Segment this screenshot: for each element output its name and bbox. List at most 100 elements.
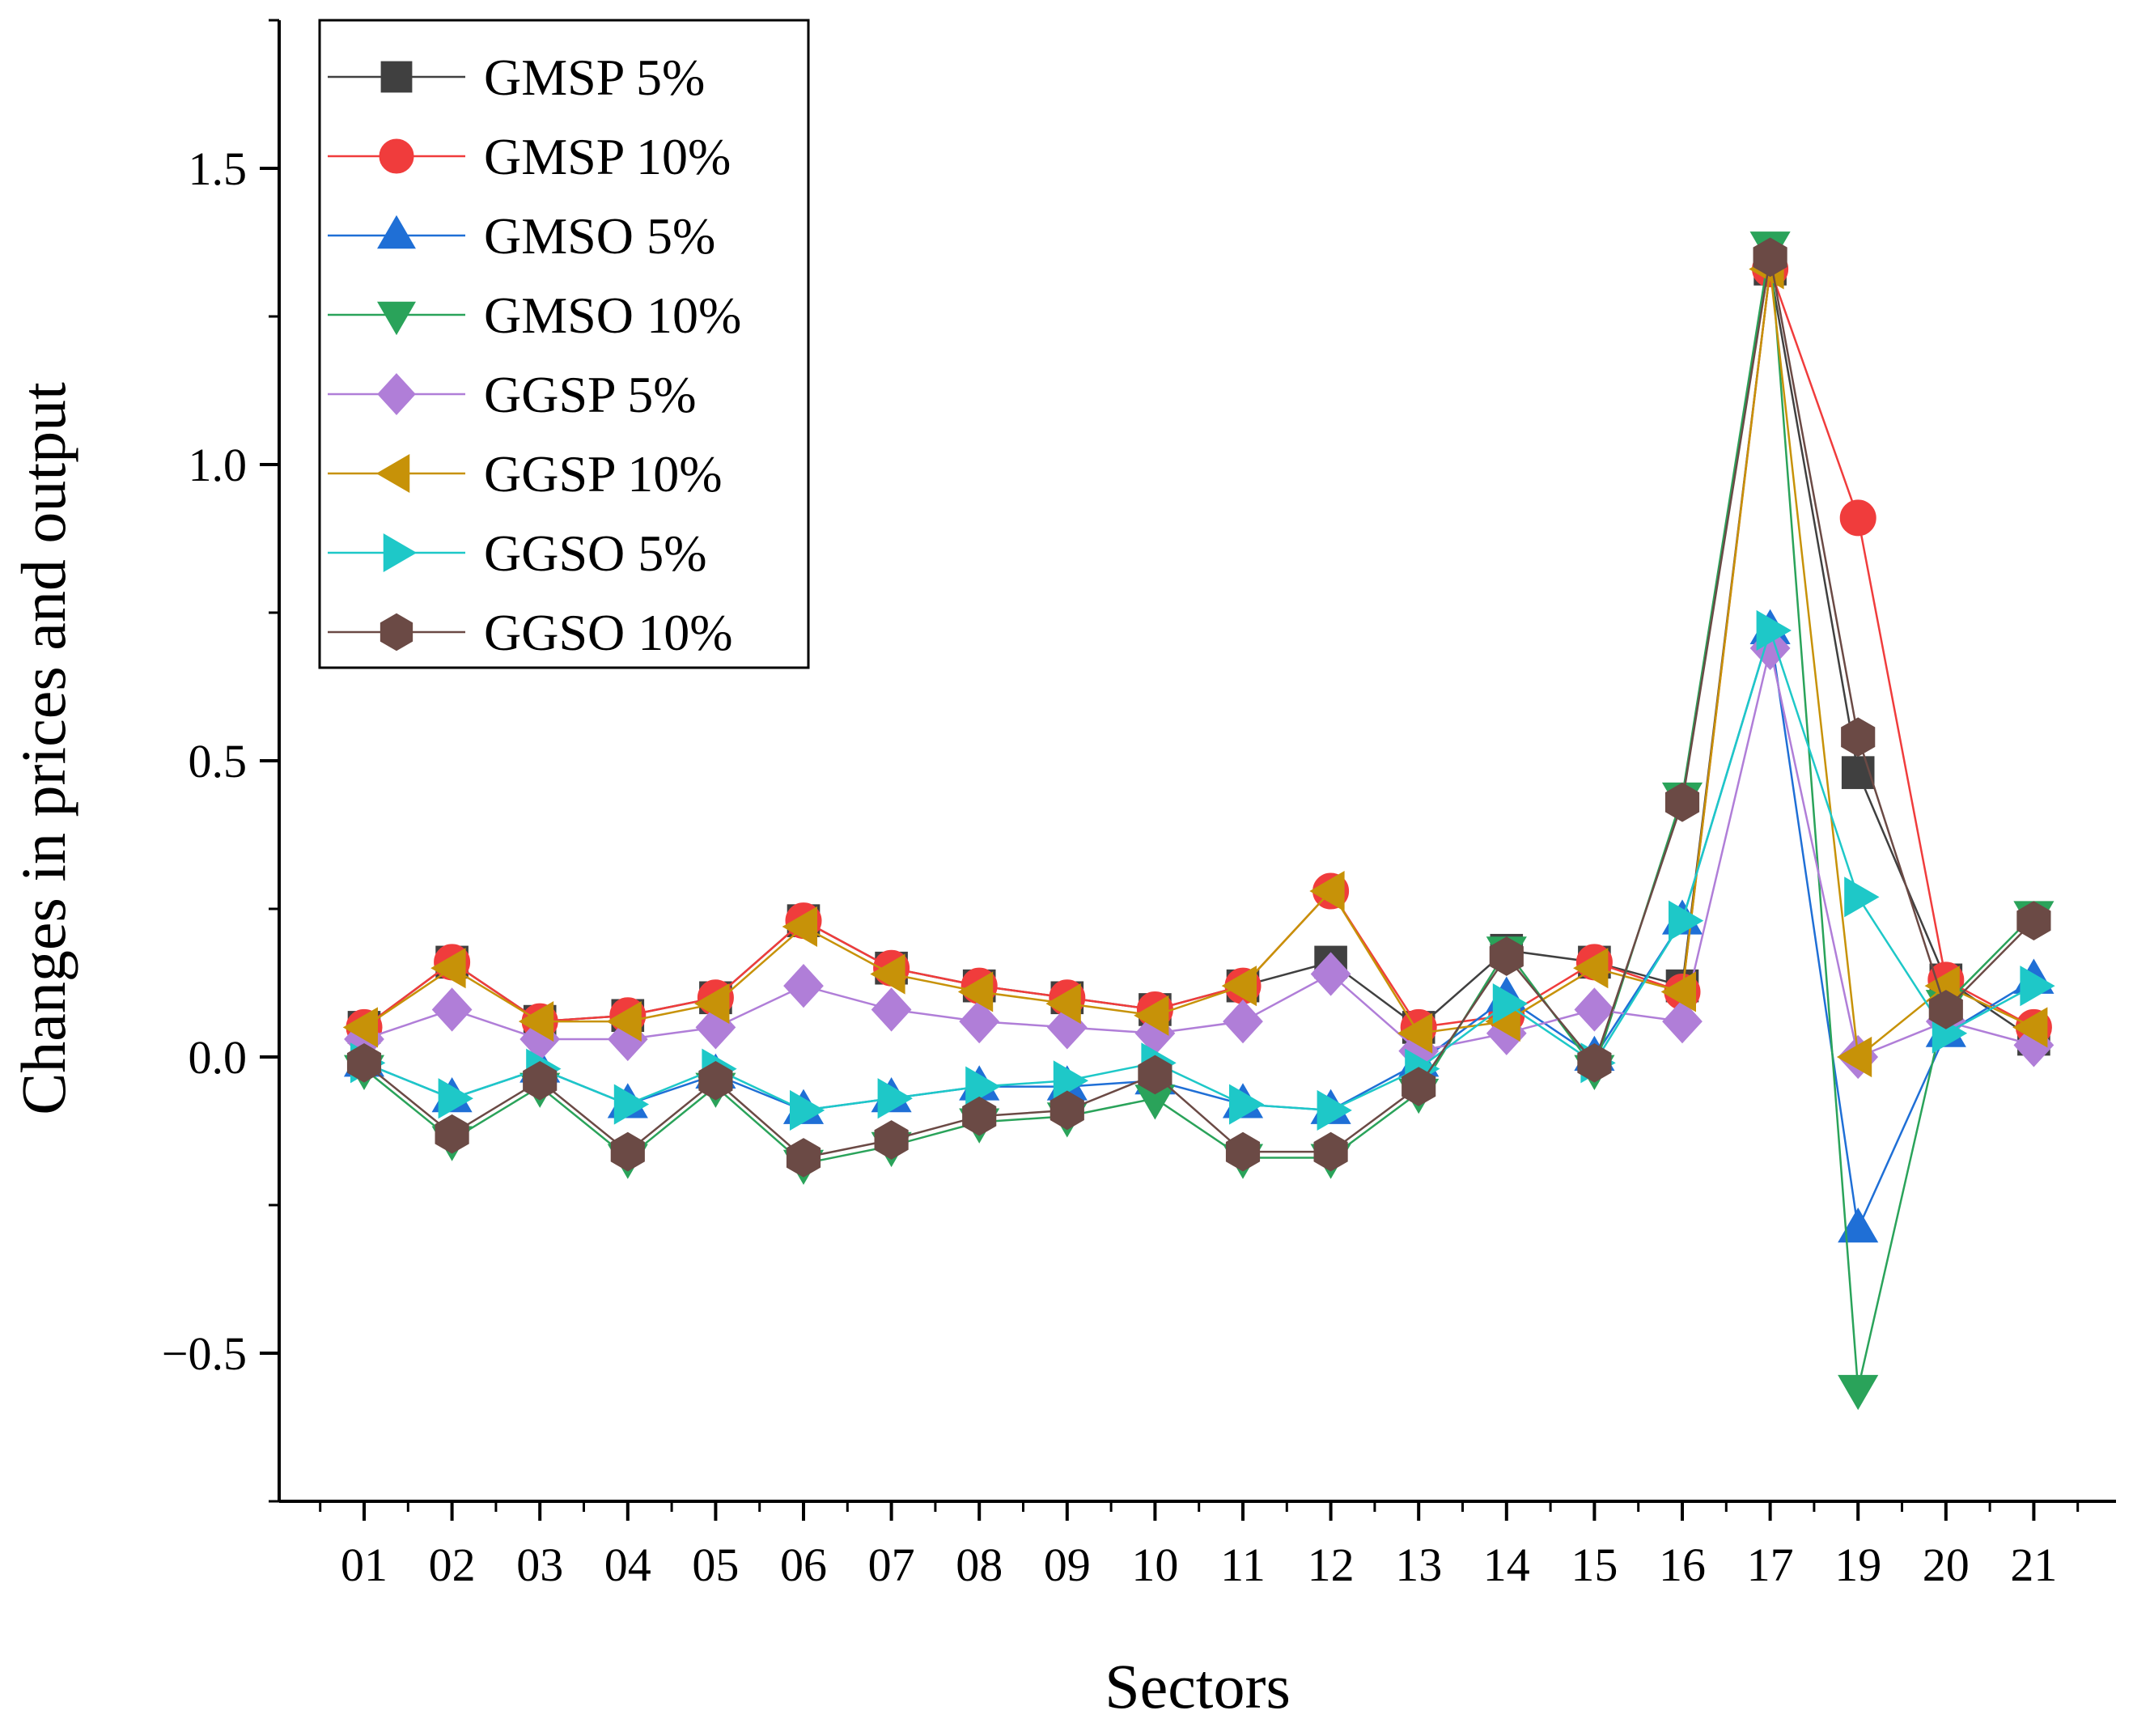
legend-marker-gmso-10pct (377, 301, 416, 336)
data-point-ggsp-10pct (957, 971, 994, 1012)
data-point-ggso-10pct (1753, 237, 1787, 278)
x-tick-label: 14 (1483, 1539, 1530, 1591)
data-point-ggso-10pct (346, 1042, 382, 1083)
data-point-ggsp-10pct (342, 1007, 378, 1048)
legend-marker-ggsp-5pct (377, 373, 416, 415)
series-line-ggsp-10pct (363, 269, 2034, 1059)
data-point-ggsp-10pct (1309, 870, 1345, 912)
x-tick-label: 10 (1131, 1539, 1178, 1591)
data-point-ggsp-10pct (518, 1001, 554, 1042)
data-point-ggso-10pct (1664, 782, 1700, 822)
legend-label-gmsp-5pct: GMSP 5% (484, 49, 705, 106)
series-ggsp-5pct (344, 626, 2055, 1080)
data-point-ggsp-5pct (871, 987, 912, 1032)
legend-label-gmso-10pct: GMSO 10% (484, 287, 741, 344)
x-tick-label: 12 (1308, 1539, 1355, 1591)
x-tick-label: 11 (1220, 1539, 1266, 1591)
data-point-ggso-10pct (1577, 1042, 1612, 1083)
x-tick-label: 06 (780, 1539, 827, 1591)
data-point-ggso-10pct (962, 1096, 997, 1136)
data-point-ggsp-10pct (782, 906, 817, 948)
x-tick-label: 17 (1747, 1539, 1794, 1591)
data-point-ggsp-5pct (1310, 952, 1351, 996)
series-line-ggsp-5pct (363, 647, 2034, 1059)
data-point-ggsp-10pct (1397, 1012, 1433, 1054)
y-tick-label: 1.5 (189, 142, 248, 195)
data-point-ggso-5pct (613, 1084, 650, 1125)
series-ggso-10pct (346, 237, 2051, 1178)
data-point-ggsp-5pct (783, 964, 824, 1008)
data-point-ggso-10pct (1138, 1055, 1173, 1095)
series-ggso-5pct (350, 609, 2055, 1131)
data-point-ggso-10pct (1225, 1131, 1261, 1172)
x-tick-label: 01 (341, 1539, 388, 1591)
data-point-ggso-10pct (435, 1114, 469, 1154)
data-point-ggso-10pct (1841, 717, 1876, 758)
data-point-ggsp-5pct (1574, 987, 1615, 1032)
legend-label-ggso-10pct: GGSO 10% (484, 604, 733, 661)
data-point-ggsp-10pct (870, 953, 905, 995)
data-point-ggso-10pct (698, 1060, 733, 1101)
data-point-ggso-10pct (874, 1120, 909, 1160)
data-point-ggso-10pct (1313, 1131, 1348, 1172)
x-tick-label: 16 (1659, 1539, 1706, 1591)
data-point-ggsp-10pct (1573, 948, 1609, 989)
legend-label-gmsp-10pct: GMSP 10% (484, 128, 731, 185)
data-point-ggsp-5pct (959, 999, 1000, 1044)
data-point-ggso-5pct (1053, 1060, 1089, 1101)
data-point-ggso-10pct (1050, 1090, 1084, 1131)
series-group (342, 231, 2055, 1411)
x-tick-label: 04 (604, 1539, 651, 1591)
data-point-ggso-5pct (1669, 900, 1704, 941)
series-line-ggso-5pct (363, 626, 2034, 1112)
data-point-ggsp-10pct (430, 948, 466, 989)
data-point-ggsp-10pct (694, 983, 730, 1025)
legend: GMSP 5% GMSP 10% GMSO 5% GMSO 10% GGSP 5% GGS… (318, 19, 810, 669)
y-tick-label: 1.0 (189, 439, 248, 491)
legend-label-gmso-5pct: GMSO 5% (484, 207, 715, 265)
x-tick-label: 08 (956, 1539, 1003, 1591)
data-point-ggso-10pct (1928, 990, 1963, 1029)
legend-label-ggsp-5pct: GGSP 5% (484, 366, 697, 423)
data-point-ggso-5pct (1492, 983, 1529, 1025)
data-point-ggsp-10pct (1660, 971, 1696, 1012)
data-point-gmso-5pct (1838, 1207, 1879, 1243)
y-axis-title: Changes in prices and output (8, 382, 78, 1115)
legend-marker-gmso-5pct (377, 214, 416, 249)
legend-label-ggso-5pct: GGSO 5% (484, 524, 707, 582)
y-tick-label: 0.5 (189, 735, 248, 787)
x-tick-label: 03 (516, 1539, 563, 1591)
data-point-ggso-10pct (610, 1131, 645, 1172)
data-point-ggsp-5pct (431, 987, 473, 1032)
data-point-ggso-5pct (2020, 966, 2055, 1007)
data-point-gmsp-10pct (1839, 499, 1876, 537)
data-point-ggso-5pct (1756, 609, 1792, 652)
x-tick-label: 09 (1044, 1539, 1091, 1591)
legend-marker-gmsp-10pct (379, 138, 414, 174)
legend-marker-ggso-5pct (383, 533, 418, 572)
legend-label-ggsp-10pct: GGSP 10% (484, 445, 723, 503)
y-tick-label: −0.5 (162, 1327, 247, 1380)
data-point-ggso-10pct (523, 1060, 558, 1101)
data-point-ggso-10pct (1489, 936, 1524, 976)
data-point-ggso-10pct (2016, 901, 2051, 940)
y-tick-label: 0.0 (189, 1031, 248, 1084)
x-tick-label: 19 (1834, 1539, 1881, 1591)
axes: −0.5 0.0 0.5 1.0 1.5 01 02 03 04 05 06 07 08 09 10 11 12… (162, 19, 2116, 1591)
x-tick-label: 07 (868, 1539, 915, 1591)
x-tick-label: 20 (1923, 1539, 1970, 1591)
x-axis-title: Sectors (1105, 1651, 1291, 1721)
data-point-ggso-5pct (1229, 1084, 1265, 1125)
data-point-ggsp-10pct (2012, 1007, 2048, 1048)
x-tick-label: 21 (2010, 1539, 2057, 1591)
data-point-ggso-5pct (438, 1078, 473, 1119)
series-line-gmso-5pct (363, 630, 2035, 1233)
data-point-ggso-5pct (1317, 1089, 1352, 1131)
legend-marker-ggsp-10pct (375, 454, 410, 493)
data-point-ggso-5pct (1844, 876, 1880, 918)
data-point-ggsp-10pct (1221, 966, 1257, 1007)
series-gmso-5pct (343, 609, 2055, 1243)
data-point-ggso-5pct (877, 1078, 913, 1119)
